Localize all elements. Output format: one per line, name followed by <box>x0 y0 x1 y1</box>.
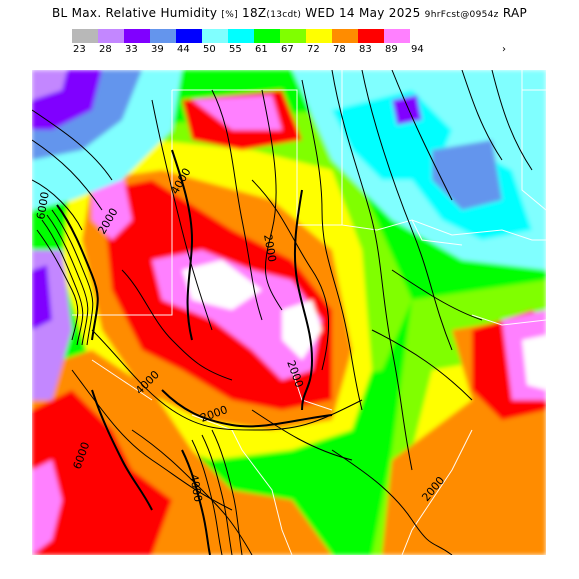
color-scale-swatch <box>410 29 436 43</box>
field-lavender-nw <box>32 70 67 100</box>
color-scale-label: 89 <box>385 44 398 55</box>
color-scale-swatch <box>202 29 228 43</box>
contour-label: 6000 <box>34 191 52 221</box>
color-scale-bar <box>72 29 436 43</box>
color-scale-swatch <box>98 29 124 43</box>
field-white-core-east <box>522 335 546 390</box>
title-main: BL Max. Relative Humidity <box>51 6 218 20</box>
field-purple-west <box>32 265 52 330</box>
color-scale-label: 39 <box>151 44 164 55</box>
field-cornflower <box>432 140 502 210</box>
color-scale-label: 50 <box>203 44 216 55</box>
title-units: [%] <box>221 10 238 20</box>
color-scale-labels: 23 28 33 39 44 50 55 61 67 72 78 83 89 94 <box>72 44 436 58</box>
color-scale-swatch <box>306 29 332 43</box>
color-scale-swatch <box>384 29 410 43</box>
field-magenta-southwest <box>32 460 62 555</box>
color-scale-swatch <box>150 29 176 43</box>
color-scale-swatch <box>124 29 150 43</box>
color-scale-swatch <box>280 29 306 43</box>
title-date: WED 14 May 2025 <box>305 6 421 20</box>
field-white-core <box>182 260 262 310</box>
color-scale-label: 44 <box>177 44 190 55</box>
color-scale-label: 78 <box>333 44 346 55</box>
color-scale-more-icon: › <box>502 44 506 55</box>
color-scale-label: 23 <box>73 44 86 55</box>
color-scale-swatch <box>332 29 358 43</box>
color-scale-swatch <box>254 29 280 43</box>
color-scale-label: 83 <box>359 44 372 55</box>
chart-title: BL Max. Relative Humidity [%] 18Z(13cdt)… <box>0 6 579 20</box>
field-purple-spot <box>392 95 422 125</box>
color-scale-label: 61 <box>255 44 268 55</box>
field-magenta-north <box>192 95 282 130</box>
political-borders <box>72 70 546 555</box>
color-scale-swatch <box>176 29 202 43</box>
title-time: 18Z <box>242 6 267 20</box>
color-scale-label: 55 <box>229 44 242 55</box>
field-orange-southeast <box>382 400 546 555</box>
color-scale-label: 28 <box>99 44 112 55</box>
title-forecast: 9hrFcst@0954z <box>424 10 499 20</box>
color-scale-label: 33 <box>125 44 138 55</box>
color-scale-label: 72 <box>307 44 320 55</box>
contour-lines <box>32 70 533 555</box>
contour-label: 4000 <box>187 473 205 503</box>
humidity-map: 4000 2000 2000 6000 2000 4000 2000 4000 … <box>32 70 546 555</box>
color-scale-swatch <box>228 29 254 43</box>
color-scale-label: 94 <box>411 44 424 55</box>
contour-label: 2000 <box>261 233 279 263</box>
field-red-southwest <box>32 390 172 555</box>
color-scale-swatch <box>72 29 98 43</box>
title-model: RAP <box>502 6 528 20</box>
title-local-time: (13cdt) <box>266 10 302 20</box>
color-scale-swatch <box>358 29 384 43</box>
field-cyan <box>332 90 452 180</box>
color-scale-label: 67 <box>281 44 294 55</box>
